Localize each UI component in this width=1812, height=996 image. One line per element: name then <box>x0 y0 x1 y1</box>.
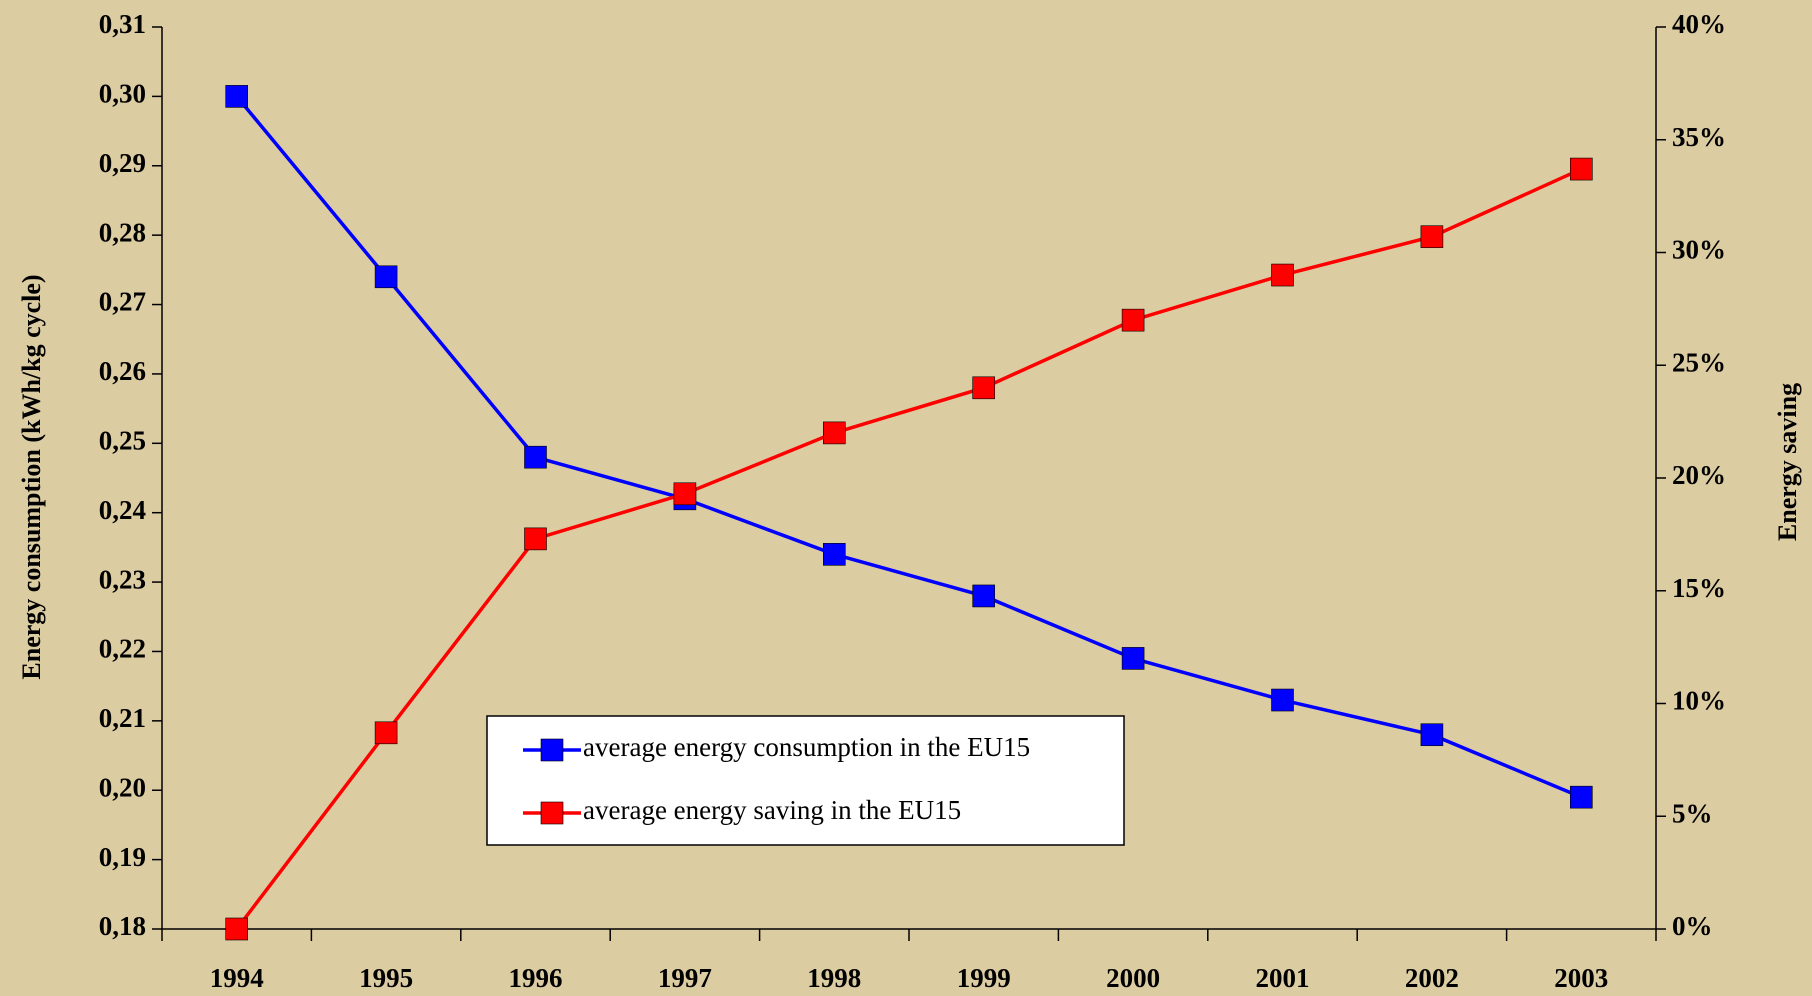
y2-tick-label: 0% <box>1672 911 1713 941</box>
series-marker <box>524 527 547 551</box>
x-tick-label: 2001 <box>1256 963 1310 993</box>
y-axis-title: Energy consumption (kWh/kg cycle) <box>17 274 46 679</box>
x-tick-label: 2003 <box>1554 963 1608 993</box>
series-marker <box>374 265 398 289</box>
series-marker <box>1271 688 1294 712</box>
y-tick-label: 0,21 <box>99 703 146 733</box>
series-marker <box>1570 157 1593 181</box>
y-tick-label: 0,20 <box>99 772 146 802</box>
y2-tick-label: 10% <box>1672 686 1726 716</box>
series-marker <box>225 85 248 108</box>
y-tick-label: 0,31 <box>99 9 146 39</box>
series-line <box>235 167 1583 931</box>
y2-tick-label: 25% <box>1672 347 1726 377</box>
y-tick-label: 0,25 <box>99 426 146 456</box>
x-tick-label: 1995 <box>359 963 413 993</box>
legend-marker <box>540 801 564 825</box>
series-marker <box>822 421 846 445</box>
series-marker <box>524 445 547 469</box>
legend-label: average energy consumption in the EU15 <box>583 732 1030 762</box>
series-marker <box>1121 308 1145 332</box>
y-tick-label: 0,29 <box>99 148 146 178</box>
legend-box <box>486 715 1125 846</box>
series-line <box>235 95 1582 799</box>
y-tick-label: 0,30 <box>99 79 146 109</box>
y2-tick-label: 20% <box>1672 460 1726 490</box>
series-marker <box>1121 647 1145 670</box>
legend-marker <box>540 738 564 762</box>
series-marker <box>822 543 846 566</box>
x-tick-label: 1998 <box>807 963 861 993</box>
y-tick-label: 0,26 <box>99 356 146 386</box>
y-tick-label: 0,18 <box>99 911 146 941</box>
y2-tick-label: 35% <box>1672 122 1726 152</box>
series-marker <box>972 584 996 608</box>
y-tick-label: 0,27 <box>99 287 146 317</box>
series-marker <box>225 917 248 941</box>
series-marker <box>1420 225 1444 249</box>
series-marker <box>673 482 697 506</box>
y2-tick-label: 5% <box>1672 798 1713 828</box>
y-tick-label: 0,24 <box>99 495 146 525</box>
x-tick-label: 1994 <box>210 963 264 993</box>
y2-tick-label: 30% <box>1672 235 1726 265</box>
x-tick-label: 2002 <box>1405 963 1459 993</box>
y-tick-label: 0,23 <box>99 564 146 594</box>
x-tick-label: 2000 <box>1106 963 1160 993</box>
y-tick-label: 0,19 <box>99 842 146 872</box>
y2-axis-title: Energy saving <box>1773 383 1802 541</box>
y2-tick-label: 15% <box>1672 573 1726 603</box>
series-marker <box>1570 785 1593 809</box>
x-tick-label: 1997 <box>658 963 712 993</box>
x-tick-label: 1999 <box>957 963 1011 993</box>
y-tick-label: 0,28 <box>99 217 146 247</box>
series-marker <box>1420 723 1444 747</box>
legend-label: average energy saving in the EU15 <box>583 795 961 825</box>
series-marker <box>374 721 398 745</box>
y-tick-label: 0,22 <box>99 634 146 664</box>
series-marker <box>972 376 996 400</box>
x-tick-label: 1996 <box>509 963 563 993</box>
series-marker <box>1271 263 1294 287</box>
y2-tick-label: 40% <box>1672 9 1726 39</box>
